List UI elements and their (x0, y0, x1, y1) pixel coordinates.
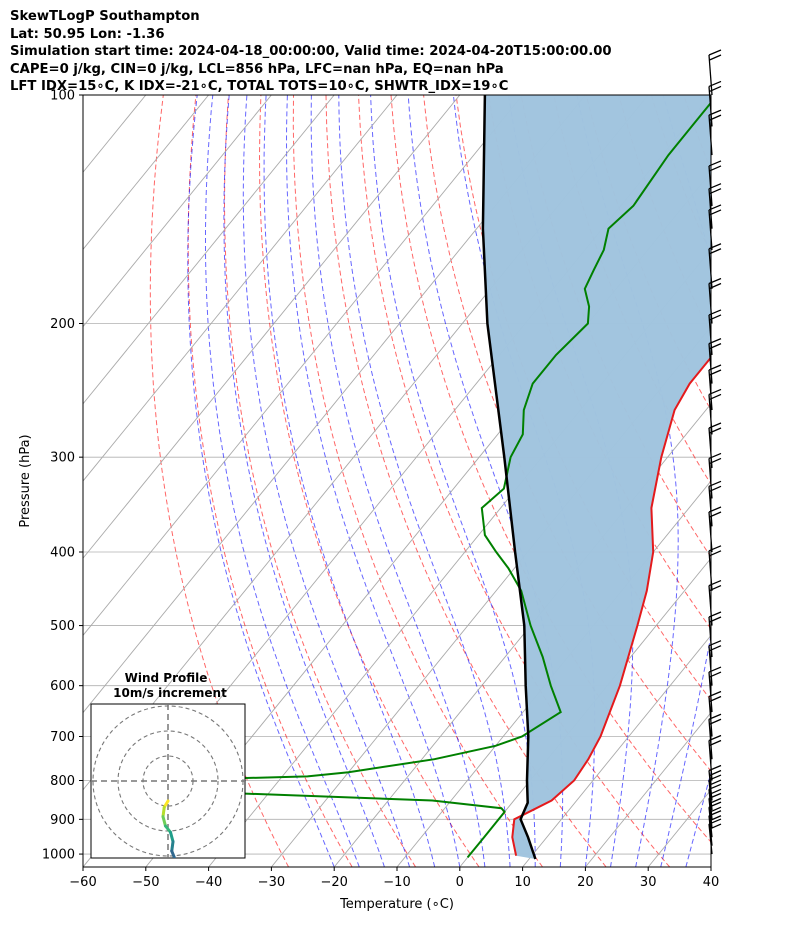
moist-adiabat (660, 95, 711, 867)
moist-adiabat (310, 95, 486, 867)
isotherm (83, 95, 461, 559)
x-tick-label: 40 (703, 875, 720, 890)
y-tick-label: 600 (50, 679, 75, 694)
wind-barb (708, 545, 722, 591)
wind-barb (708, 160, 722, 206)
y-tick-label: 100 (50, 89, 75, 104)
isotherm (83, 95, 586, 714)
x-tick-label: 20 (577, 875, 594, 890)
isotherm (585, 711, 711, 867)
moist-adiabat (263, 95, 436, 867)
moist-adiabat (285, 95, 461, 867)
cape-shading (482, 95, 711, 859)
hodograph: Wind Profile 10m/s increment (90, 671, 246, 859)
y-tick-label: 300 (50, 451, 75, 466)
dry-adiabat (423, 95, 711, 772)
x-tick-label: −60 (69, 875, 96, 890)
moist-adiabat (407, 95, 564, 867)
parcel-line (481, 95, 537, 860)
wind-barb (708, 774, 722, 811)
dry-adiabat (749, 95, 794, 867)
hodograph-title: Wind Profile (125, 671, 208, 685)
isotherm (710, 866, 711, 867)
x-tick-label: 30 (640, 875, 657, 890)
x-tick-label: −40 (195, 875, 222, 890)
moist-adiabat (338, 95, 511, 867)
dry-adiabat (149, 95, 290, 867)
isotherm (83, 95, 84, 96)
y-tick-label: 500 (50, 619, 75, 634)
hodograph-subtitle: 10m/s increment (113, 686, 227, 700)
moist-adiabat (187, 95, 335, 867)
x-tick-label: −50 (132, 875, 159, 890)
isotherm (83, 95, 335, 405)
y-tick-label: 400 (50, 546, 75, 561)
isotherm (396, 480, 711, 867)
hodograph-segment (161, 805, 166, 819)
moist-adiabat (242, 95, 411, 867)
y-tick-label: 900 (50, 813, 75, 828)
y-tick-label: 1000 (42, 848, 75, 863)
index-line: LFT IDX=15∘C, K IDX=-21∘C, TOTAL TOTS=10… (10, 79, 509, 95)
chart-title: SkewTLogP Southampton (10, 9, 200, 24)
x-tick-label: 0 (456, 875, 464, 890)
dry-adiabat (187, 95, 353, 867)
hodograph-segment (169, 830, 175, 844)
cin-shading (482, 95, 711, 859)
wind-barb (708, 243, 722, 289)
x-tick-label: −20 (320, 875, 347, 890)
hodograph-segment (170, 849, 177, 858)
temperature-line (511, 355, 711, 856)
dry-adiabat (258, 95, 480, 867)
dry-adiabat (781, 95, 794, 867)
isotherm (83, 95, 523, 637)
time-line: Simulation start time: 2024-04-18_00:00:… (10, 44, 612, 60)
dry-adiabat (325, 95, 607, 867)
moist-adiabat (223, 95, 385, 867)
moist-adiabat (370, 95, 536, 867)
moist-adiabat (205, 95, 360, 867)
hodograph-segment (170, 840, 175, 853)
wind-barb (708, 49, 722, 96)
cape-line: CAPE=0 j/kg, CIN=0 j/kg, LCL=856 hPa, LF… (10, 61, 504, 77)
x-axis-label: Temperature (∘C) (339, 897, 454, 912)
location-line: Lat: 50.95 Lon: -1.36 (10, 26, 165, 42)
y-tick-label: 800 (50, 774, 75, 789)
chart-header: SkewTLogP Southampton Lat: 50.95 Lon: -1… (10, 8, 612, 96)
isotherm (83, 95, 209, 251)
y-tick-label: 200 (50, 317, 75, 332)
hodograph-segment (161, 815, 167, 828)
dry-adiabat (223, 95, 417, 867)
isotherm (83, 95, 272, 328)
y-tick-label: 700 (50, 730, 75, 745)
x-tick-label: −10 (383, 875, 410, 890)
x-tick-label: 10 (514, 875, 531, 890)
wind-barbs (708, 49, 722, 855)
isotherm (522, 634, 711, 867)
dry-adiabat (716, 95, 794, 867)
dry-adiabat (585, 95, 711, 412)
isotherm (83, 95, 398, 482)
y-axis-label: Pressure (hPa) (18, 434, 33, 527)
x-tick-label: −30 (258, 875, 285, 890)
